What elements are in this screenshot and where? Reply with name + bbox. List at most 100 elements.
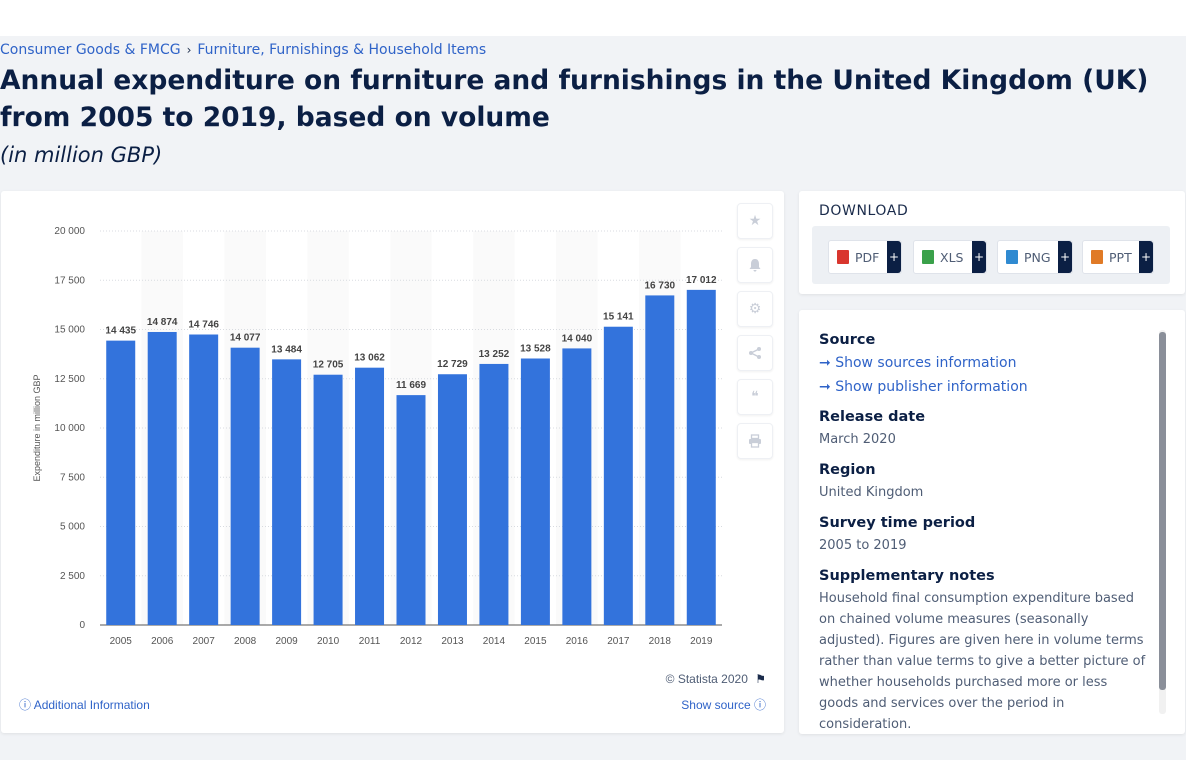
show-sources-label: Show sources information — [835, 355, 1017, 371]
copyright-text: © Statista 2020 — [665, 672, 748, 686]
bar — [106, 340, 136, 625]
bar — [396, 395, 426, 625]
x-tick-label: 2019 — [690, 636, 713, 647]
plus-icon: + — [1139, 241, 1153, 273]
x-tick-label: 2012 — [400, 636, 423, 647]
scrollbar-thumb[interactable] — [1159, 332, 1166, 690]
region-label: Region — [819, 462, 876, 478]
data-label: 14 435 — [105, 326, 136, 337]
data-label: 11 669 — [396, 380, 426, 391]
show-source-link[interactable]: Show source ⓘ — [681, 696, 766, 713]
x-tick-label: 2013 — [441, 636, 464, 647]
page-subtitle: (in million GBP) — [0, 143, 163, 167]
top-bar — [0, 0, 1186, 36]
y-tick-label: 20 000 — [54, 226, 85, 237]
y-tick-label: 5 000 — [60, 522, 85, 533]
release-date-label: Release date — [819, 409, 926, 425]
data-label: 16 730 — [645, 280, 676, 291]
x-tick-label: 2005 — [110, 636, 133, 647]
bar — [645, 295, 675, 625]
breadcrumb-separator: › — [186, 43, 192, 57]
download-pdf-button[interactable]: PDF + — [828, 240, 902, 274]
x-tick-label: 2008 — [234, 636, 257, 647]
chart-card: 0 2 500 5 000 7 500 10 000 12 500 15 000 17 500… — [1, 191, 784, 733]
region-value: United Kingdom — [819, 485, 924, 500]
y-tick-label: 17 500 — [54, 275, 85, 286]
download-xls-label: XLS — [940, 249, 964, 265]
show-source-label: Show source — [681, 698, 751, 712]
download-card: DOWNLOAD PDF + XLS + PNG + PPT + — [799, 191, 1185, 294]
y-tick-label: 2 500 — [60, 571, 85, 582]
y-tick-label: 12 500 — [54, 374, 85, 385]
plus-icon: + — [1058, 241, 1072, 273]
additional-information-link[interactable]: ⓘ Additional Information — [19, 696, 150, 713]
data-label: 13 252 — [479, 349, 510, 360]
flag-icon[interactable]: ⚑ — [755, 672, 766, 686]
share-icon[interactable] — [737, 335, 773, 371]
download-xls-button[interactable]: XLS + — [913, 240, 987, 274]
survey-period-label: Survey time period — [819, 515, 976, 531]
star-icon[interactable]: ★ — [737, 203, 773, 239]
info-circle-icon: ⓘ — [19, 698, 32, 712]
supplementary-notes-value: Household final consumption expenditure … — [819, 591, 1146, 732]
quote-icon[interactable]: ❝ — [737, 379, 773, 415]
bar — [603, 326, 633, 625]
data-label: 14 077 — [230, 333, 261, 344]
x-tick-label: 2010 — [317, 636, 340, 647]
arrow-right-icon: ➞ — [819, 355, 831, 371]
breadcrumb: Consumer Goods & FMCG › Furniture, Furnish… — [0, 42, 486, 58]
data-label: 12 705 — [313, 360, 344, 371]
png-file-icon — [1006, 250, 1018, 264]
x-tick-label: 2014 — [483, 636, 506, 647]
info-content: Source ➞ Show sources information ➞ Show… — [819, 332, 1149, 734]
x-tick-label: 2017 — [607, 636, 630, 647]
data-label: 13 062 — [354, 353, 385, 364]
download-buttons: PDF + XLS + PNG + PPT + — [812, 226, 1170, 284]
bar — [313, 374, 343, 625]
gear-icon[interactable]: ⚙ — [737, 291, 773, 327]
data-label: 14 040 — [562, 333, 593, 344]
copyright-notice: © Statista 2020 ⚑ — [666, 672, 766, 686]
ppt-file-icon — [1091, 250, 1103, 264]
download-png-label: PNG — [1024, 249, 1051, 265]
x-tick-label: 2007 — [193, 636, 216, 647]
pdf-file-icon — [837, 250, 849, 264]
info-card: Source ➞ Show sources information ➞ Show… — [799, 310, 1185, 734]
data-label: 13 528 — [520, 343, 551, 354]
data-label: 12 729 — [437, 359, 468, 370]
bar — [686, 289, 716, 625]
page-title: Annual expenditure on furniture and furn… — [0, 65, 1149, 133]
x-tick-label: 2018 — [649, 636, 672, 647]
bar — [272, 359, 302, 625]
x-tick-label: 2009 — [275, 636, 298, 647]
show-publisher-link[interactable]: ➞ Show publisher information — [819, 376, 1149, 398]
bar — [189, 334, 219, 625]
bell-icon[interactable] — [737, 247, 773, 283]
source-label: Source — [819, 332, 876, 348]
y-tick-label: 7 500 — [60, 472, 85, 483]
x-tick-label: 2016 — [566, 636, 589, 647]
download-ppt-label: PPT — [1109, 249, 1132, 265]
data-label: 13 484 — [271, 344, 302, 355]
bar — [437, 374, 467, 625]
plus-icon: + — [887, 241, 901, 273]
x-tick-label: 2015 — [524, 636, 547, 647]
chart-toolbar: ★ ⚙ ❝ — [737, 203, 773, 467]
data-label: 14 874 — [147, 317, 178, 328]
x-tick-label: 2006 — [151, 636, 174, 647]
download-pdf-label: PDF — [855, 249, 880, 265]
breadcrumb-item-consumer-goods[interactable]: Consumer Goods & FMCG — [0, 42, 181, 58]
download-ppt-button[interactable]: PPT + — [1082, 240, 1154, 274]
y-tick-label: 0 — [79, 620, 85, 631]
xls-file-icon — [922, 250, 934, 264]
breadcrumb-item-furniture[interactable]: Furniture, Furnishings & Household Items — [197, 42, 487, 58]
survey-period-value: 2005 to 2019 — [819, 538, 907, 553]
show-sources-link[interactable]: ➞ Show sources information — [819, 352, 1149, 374]
release-date-value: March 2020 — [819, 432, 896, 447]
y-tick-label: 10 000 — [54, 423, 85, 434]
show-publisher-label: Show publisher information — [835, 379, 1028, 395]
bar — [562, 348, 592, 625]
print-icon[interactable] — [737, 423, 773, 459]
bar — [147, 331, 177, 625]
download-png-button[interactable]: PNG + — [997, 240, 1073, 274]
